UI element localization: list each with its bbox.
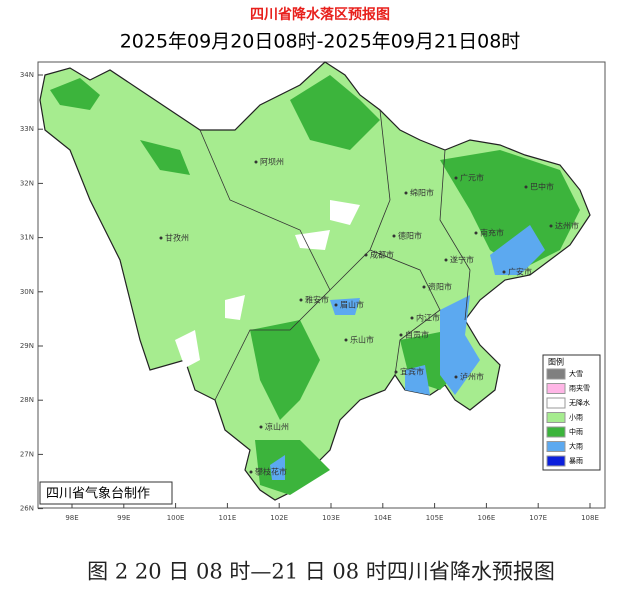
lat-label: 34N [20,71,34,79]
lat-label: 32N [20,179,34,187]
lon-label: 99E [117,514,130,522]
legend-label: 暴雨 [569,457,583,465]
legend-swatch [546,426,566,438]
lon-label: 106E [478,514,496,522]
credit-box [39,481,173,505]
legend-swatch [546,455,566,467]
city-dot [254,160,258,164]
city-dot [159,236,163,240]
province [39,61,591,501]
subtitle: 2025年09月20日08时-2025年09月21日08时 [120,31,521,53]
lon-label: 102E [270,514,288,522]
city-label: 攀枝花市 [255,467,287,477]
title: 四川省降水落区预报图 [250,6,390,23]
city-dot [524,185,528,189]
credit: 四川省气象台制作 [46,486,150,502]
city-dot [404,191,408,195]
legend-swatch [546,412,566,423]
city-dot [344,338,348,342]
lon-label: 104E [374,514,392,522]
city-label: 自贡市 [405,330,429,340]
lon-label: 98E [65,514,78,522]
legend-label: 中雨 [569,427,583,436]
city-dot [394,370,398,374]
city-dot [410,316,414,320]
city-label: 泸州市 [460,372,484,382]
lat-label: 33N [20,125,34,133]
city-dot [392,234,396,238]
city-dot [334,303,338,307]
city-dot [454,375,458,379]
city-dot [474,231,478,235]
caption: 图 2 20 日 08 时—21 日 08 时四川省降水预报图 [87,560,555,584]
lon-label: 107E [529,514,547,522]
legend-title: 图例 [548,357,564,367]
city-dot [454,176,458,180]
city-dot [549,224,553,228]
legend-swatch [546,383,566,394]
city-label: 广安市 [508,267,532,277]
city-dot [299,298,303,302]
city-dot [259,425,263,429]
lat-label: 30N [20,288,34,296]
city-dot [422,285,426,289]
city-dot [444,258,448,262]
legend-label: 雨夹雪 [569,384,590,393]
city-dot [502,270,506,274]
city-label: 甘孜州 [165,233,189,243]
city-label: 资阳市 [428,282,452,292]
city-label: 眉山市 [340,300,364,310]
legend-swatch [546,397,566,409]
city-label: 德阳市 [398,231,422,241]
legend-swatch [546,368,566,380]
lon-label: 100E [167,514,185,522]
city-label: 绵阳市 [410,188,434,198]
city-dot [399,333,403,337]
city-label: 广元市 [460,173,484,183]
legend-label: 大雨 [569,442,583,451]
city-label: 遂宁市 [450,255,474,265]
city-label: 南充市 [480,228,504,238]
legend-label: 小雨 [569,413,583,422]
lon-label: 108E [581,514,599,522]
city-label: 雅安市 [305,295,329,305]
city-label: 成都市 [370,250,394,260]
lat-label: 27N [20,450,34,458]
city-label: 巴中市 [530,182,554,192]
lat-label: 28N [20,396,34,404]
city-label: 达州市 [555,221,579,231]
city-label: 内江市 [416,313,440,323]
lat-label: 31N [20,234,34,242]
graticule: 34N 33N 32N 31N 30N 29N 28N 27N 26N 98E 99E 100E 101… [20,71,599,522]
lon-label: 101E [219,514,237,522]
legend-label: 无降水 [569,398,590,407]
lat-label: 29N [20,342,34,350]
city-label: 宜宾市 [400,367,424,377]
city-label: 凉山州 [265,422,289,432]
legend-label: 大雪 [569,369,583,378]
city-label: 乐山市 [350,335,374,345]
city-label: 阿坝州 [260,158,284,167]
lat-label: 26N [20,505,34,513]
lon-label: 103E [322,514,340,522]
lon-label: 105E [426,514,444,522]
city-dot [249,470,253,474]
legend-swatch [546,441,566,452]
city-dot [364,253,368,257]
